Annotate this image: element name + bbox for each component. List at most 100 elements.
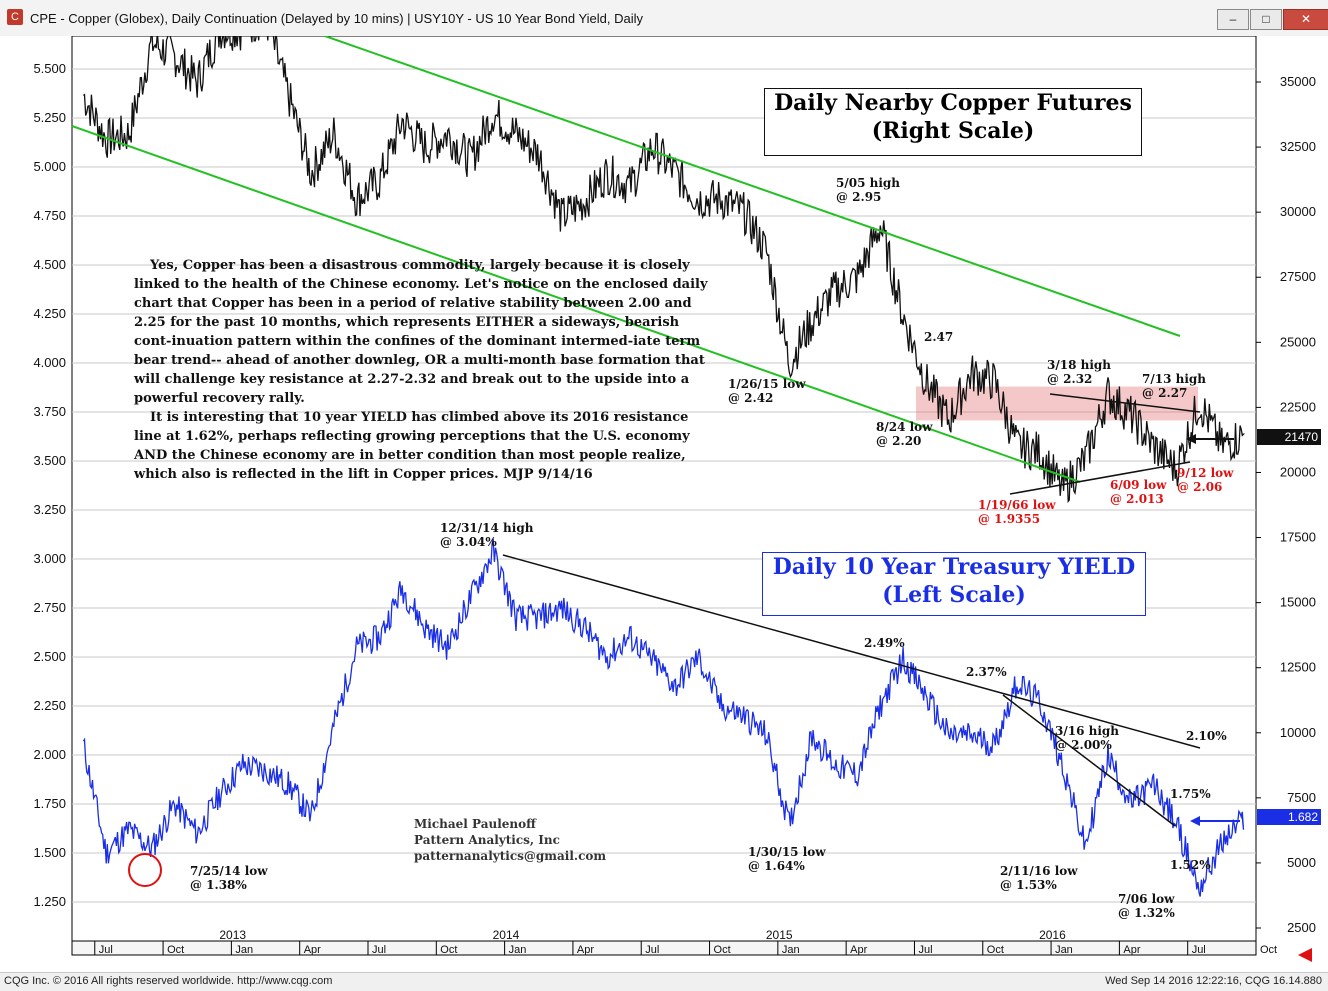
left-tick-label: 5.000 — [33, 159, 66, 174]
commentary-paragraph-1: Yes, Copper has been a disastrous commod… — [134, 258, 708, 406]
annotation-label: 7/13 high — [1142, 372, 1206, 386]
channel-upper-line — [324, 36, 1181, 337]
yield-title-line1: Daily 10 Year Treasury YIELD — [772, 554, 1136, 580]
month-label: Oct — [167, 944, 184, 956]
copper-support-line — [1009, 461, 1191, 495]
left-tick-label: 3.750 — [33, 404, 66, 419]
annotation-label: 5/05 high — [836, 176, 900, 190]
annotation-label: 2.47 — [924, 330, 953, 344]
annotation-label: 2.37% — [966, 665, 1007, 679]
right-tick-label: 22500 — [1280, 399, 1316, 414]
annotation-value: @ 2.27 — [1142, 386, 1187, 400]
chart-area[interactable]: 5.500 5.250 5.000 4.750 4.500 4.250 4.000 3.750… — [0, 36, 1328, 972]
month-label: Jul — [645, 944, 659, 956]
year-label: 2013 — [219, 928, 246, 942]
right-tick-label: 2500 — [1287, 920, 1316, 935]
annotation-value: @ 2.95 — [836, 190, 881, 204]
annotation-label: 3/16 high — [1055, 724, 1119, 738]
close-button[interactable]: ✕ — [1283, 9, 1328, 30]
right-tick-label: 35000 — [1280, 74, 1316, 89]
yield-steep-line — [1002, 694, 1176, 827]
left-tick-label: 2.250 — [33, 698, 66, 713]
plot-frame — [71, 36, 1257, 942]
annotation-value: @ 2.06 — [1177, 480, 1222, 494]
window-title: CPE - Copper (Globex), Daily Continuatio… — [30, 11, 643, 26]
left-tick-label: 4.500 — [33, 257, 66, 272]
left-tick-label: 1.250 — [33, 894, 66, 909]
annotation-label: 1.75% — [1170, 787, 1211, 801]
month-label: Oct — [987, 944, 1004, 956]
right-tick-label: 30000 — [1280, 204, 1316, 219]
annotation-value: @ 1.9355 — [978, 512, 1040, 526]
yield-title-line2: (Left Scale) — [882, 582, 1026, 608]
month-label: Apr — [304, 944, 321, 956]
month-label: Oct — [1260, 944, 1277, 956]
left-tick-label: 3.250 — [33, 502, 66, 517]
annotation-label: 1/19/66 low — [978, 498, 1056, 512]
credit-company: Pattern Analytics, Inc — [414, 833, 560, 847]
yield-last-tag — [1257, 809, 1321, 825]
annotation-label: 8/24 low — [876, 420, 933, 434]
right-tick-label: 12500 — [1280, 660, 1316, 675]
commentary-text: Yes, Copper has been a disastrous commod… — [134, 256, 714, 484]
left-tick-label: 1.500 — [33, 845, 66, 860]
copper-title-line2: (Right Scale) — [871, 118, 1035, 144]
right-tick-label: 7500 — [1287, 790, 1316, 805]
month-label: Jan — [1055, 944, 1073, 956]
left-tick-label: 3.500 — [33, 453, 66, 468]
year-label: 2014 — [493, 928, 520, 942]
annotation-label: 3/18 high — [1047, 358, 1111, 372]
annotation-label: 2.10% — [1186, 729, 1227, 743]
annotation-label: 1.52% — [1170, 858, 1211, 872]
right-tick-label: 5000 — [1287, 855, 1316, 870]
month-label: Jan — [235, 944, 253, 956]
left-tick-label: 1.750 — [33, 796, 66, 811]
copper-last-tag — [1257, 429, 1321, 445]
annotation-label: 1/26/15 low — [728, 377, 806, 391]
annotation-value: @ 1.38% — [190, 878, 247, 892]
month-label: Jan — [782, 944, 800, 956]
status-bar: CQG Inc. © 2016 All rights reserved worl… — [0, 972, 1328, 991]
year-label: 2015 — [766, 928, 793, 942]
yield-downtrend-line — [502, 554, 1201, 749]
month-label: Oct — [440, 944, 457, 956]
status-timestamp: Wed Sep 14 2016 12:22:16, CQG 16.14.880 — [1105, 975, 1322, 987]
commentary-paragraph-2: It is interesting that 10 year YIELD has… — [134, 410, 690, 482]
channel-lower-line — [71, 125, 1081, 483]
annotation-value: @ 3.04% — [440, 535, 497, 549]
yield-title-box: Daily 10 Year Treasury YIELD (Left Scale… — [762, 552, 1146, 616]
annotation-value: @ 2.32 — [1047, 372, 1092, 386]
annotation-value: @ 1.64% — [748, 859, 805, 873]
left-tick-label: 4.750 — [33, 208, 66, 223]
title-bar: C CPE - Copper (Globex), Daily Continuat… — [0, 0, 1328, 37]
annotation-label: 7/25/14 low — [190, 864, 268, 878]
annotation-value: @ 2.013 — [1110, 492, 1164, 506]
author-credit: Michael Paulenoff Pattern Analytics, Inc… — [414, 816, 606, 864]
chart-canvas[interactable]: 5.500 5.250 5.000 4.750 4.500 4.250 4.000 3.750… — [0, 36, 1328, 972]
annotation-label: 9/12 low — [1177, 466, 1234, 480]
month-label: Jul — [1192, 944, 1206, 956]
month-label: Jul — [99, 944, 113, 956]
year-label: 2016 — [1039, 928, 1066, 942]
month-label: Jul — [918, 944, 932, 956]
annotation-value: @ 1.53% — [1000, 878, 1057, 892]
scroll-left-arrow — [1298, 948, 1312, 962]
annotation-label: 12/31/14 high — [440, 521, 534, 535]
annotation-label: 2.49% — [864, 636, 905, 650]
right-tick-label: 17500 — [1280, 530, 1316, 545]
right-tick-label: 10000 — [1280, 725, 1316, 740]
yield-last-value: 1.682 — [1288, 810, 1318, 824]
app-icon: C — [7, 9, 23, 25]
minimize-button[interactable]: – — [1217, 9, 1249, 30]
annotation-label: 1/30/15 low — [748, 845, 826, 859]
left-tick-label: 5.250 — [33, 110, 66, 125]
left-tick-label: 2.500 — [33, 649, 66, 664]
annotation-value: @ 2.20 — [876, 434, 921, 448]
left-tick-label: 4.000 — [33, 355, 66, 370]
status-copyright: CQG Inc. © 2016 All rights reserved worl… — [4, 975, 333, 987]
copper-resistance-line — [1049, 393, 1201, 413]
left-tick-label: 3.000 — [33, 551, 66, 566]
annotation-label: 6/09 low — [1110, 478, 1167, 492]
annotation-value: @ 1.32% — [1118, 906, 1175, 920]
maximize-button[interactable]: □ — [1250, 9, 1282, 30]
